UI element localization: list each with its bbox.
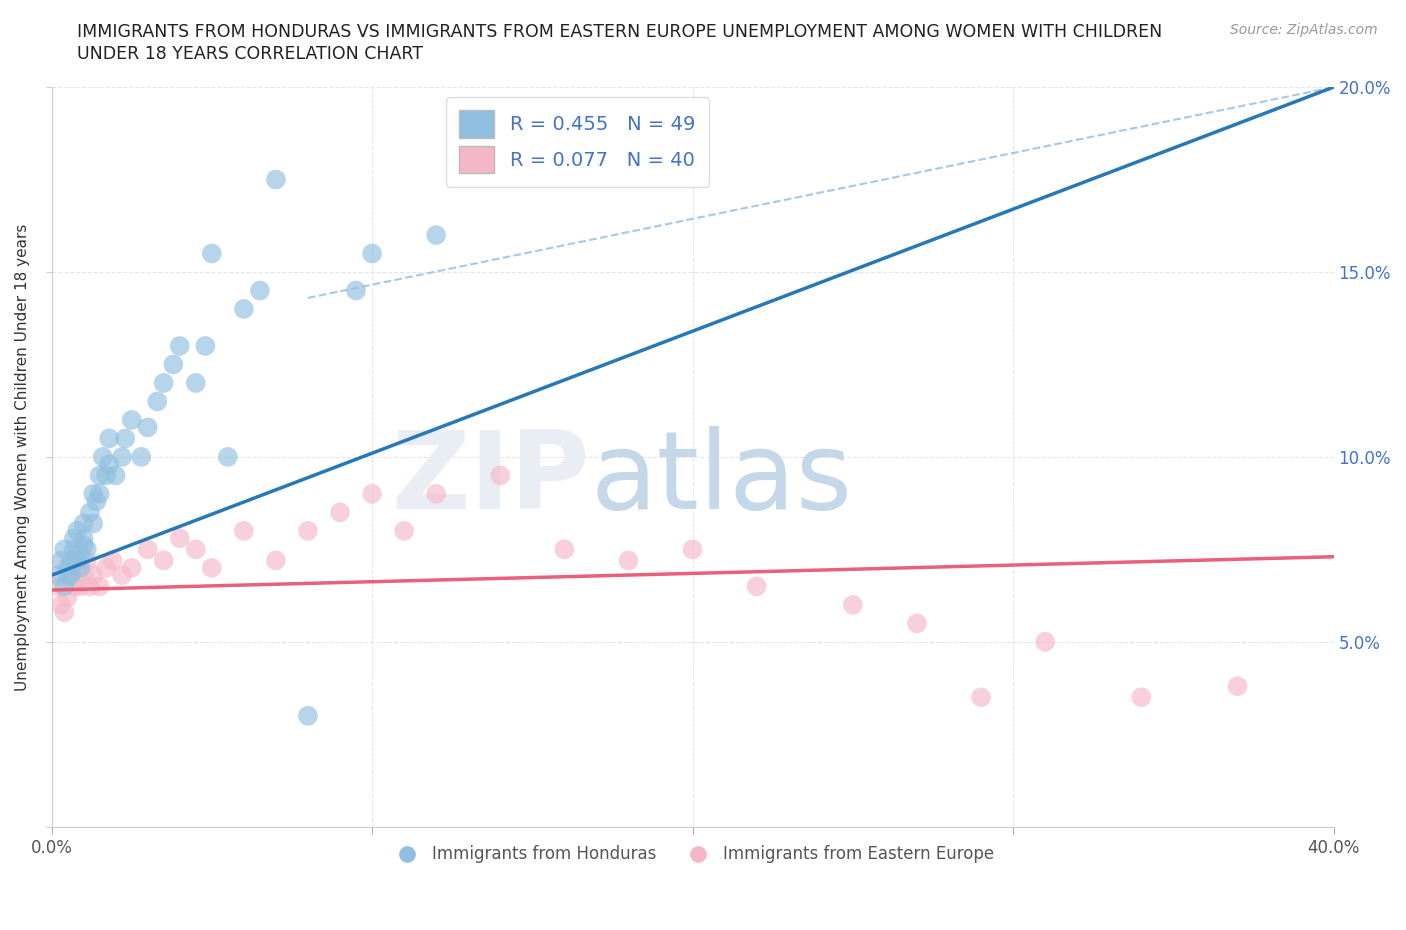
Point (63, 542, 86, 557)
Point (152, 553, 174, 568)
Point (136, 542, 159, 557)
Point (69, 561, 91, 576)
Point (682, 542, 704, 557)
Point (94, 468, 117, 483)
Point (72, 516, 94, 531)
Point (329, 505, 352, 520)
Text: ZIP: ZIP (391, 426, 591, 532)
Point (49, 553, 72, 568)
Point (56, 568, 79, 583)
Point (79, 578, 101, 593)
Point (129, 449, 152, 464)
Point (201, 246, 224, 261)
Point (121, 561, 143, 576)
Point (842, 597, 865, 612)
Point (114, 431, 136, 445)
Text: Source: ZipAtlas.com: Source: ZipAtlas.com (1230, 23, 1378, 37)
Point (194, 339, 217, 353)
Point (98, 431, 121, 445)
Point (66, 553, 89, 568)
Point (69, 546, 91, 561)
Point (89, 468, 111, 483)
Point (249, 283, 271, 298)
Point (53, 604, 76, 619)
Point (49, 597, 72, 612)
Text: UNDER 18 YEARS CORRELATION CHART: UNDER 18 YEARS CORRELATION CHART (77, 45, 423, 62)
Point (91, 449, 114, 464)
Text: atlas: atlas (591, 426, 852, 532)
Point (72, 538, 94, 553)
Point (79, 505, 101, 520)
Point (745, 578, 768, 593)
Point (264, 553, 287, 568)
Point (46, 568, 69, 583)
Point (162, 357, 184, 372)
Point (1130, 690, 1153, 705)
Point (297, 524, 319, 538)
Point (86, 494, 108, 509)
Point (136, 419, 159, 434)
Point (76, 542, 98, 557)
Point (146, 394, 169, 409)
Point (94, 561, 117, 576)
Point (76, 553, 98, 568)
Point (344, 283, 367, 298)
Point (59, 568, 82, 583)
Point (82, 568, 104, 583)
Point (63, 531, 86, 546)
Point (53, 542, 76, 557)
Point (111, 449, 134, 464)
Text: IMMIGRANTS FROM HONDURAS VS IMMIGRANTS FROM EASTERN EUROPE UNEMPLOYMENT AMONG WO: IMMIGRANTS FROM HONDURAS VS IMMIGRANTS F… (77, 23, 1163, 41)
Point (184, 542, 207, 557)
Point (101, 553, 124, 568)
Point (201, 561, 224, 576)
Point (905, 616, 928, 631)
Point (56, 561, 79, 576)
Point (392, 524, 415, 538)
Legend: Immigrants from Honduras, Immigrants from Eastern Europe: Immigrants from Honduras, Immigrants fro… (384, 839, 1001, 870)
Point (63, 578, 86, 593)
Point (72, 568, 94, 583)
Point (361, 486, 384, 501)
Point (53, 578, 76, 593)
Point (82, 486, 104, 501)
Point (232, 524, 254, 538)
Point (89, 486, 111, 501)
Point (169, 531, 191, 546)
Point (297, 709, 319, 724)
Point (232, 301, 254, 316)
Point (425, 486, 447, 501)
Point (217, 449, 239, 464)
Point (184, 376, 207, 391)
Point (152, 376, 174, 391)
Point (59, 553, 82, 568)
Point (59, 568, 82, 583)
Point (361, 246, 384, 261)
Point (104, 468, 127, 483)
Point (553, 542, 575, 557)
Point (69, 578, 91, 593)
Y-axis label: Unemployment Among Women with Children Under 18 years: Unemployment Among Women with Children U… (15, 223, 30, 691)
Point (98, 457, 121, 472)
Point (617, 553, 640, 568)
Point (111, 568, 134, 583)
Point (82, 516, 104, 531)
Point (264, 172, 287, 187)
Point (89, 578, 111, 593)
Point (66, 524, 89, 538)
Point (56, 590, 79, 604)
Point (1033, 634, 1056, 649)
Point (489, 468, 512, 483)
Point (970, 690, 993, 705)
Point (121, 413, 143, 428)
Point (66, 561, 89, 576)
Point (46, 578, 69, 593)
Point (1226, 679, 1249, 694)
Point (72, 531, 94, 546)
Point (169, 339, 191, 353)
Point (425, 228, 447, 243)
